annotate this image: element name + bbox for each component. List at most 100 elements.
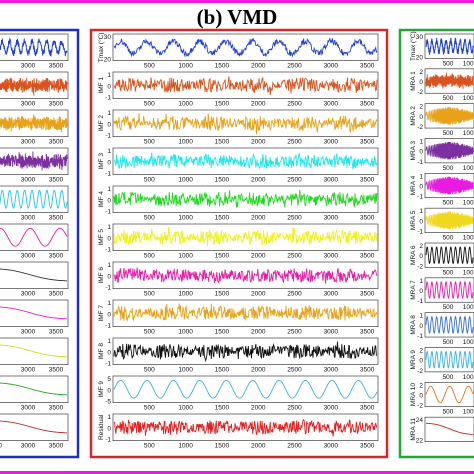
y-tick-label: -1 — [105, 437, 111, 444]
y-tick-label: 1 — [107, 262, 111, 269]
x-tick-label: 3000 — [21, 443, 36, 450]
panel-frame — [0, 28, 80, 459]
x-tick-label: 3500 — [49, 215, 64, 222]
plot-axes — [112, 375, 379, 403]
y-tick-label: 0 — [419, 184, 423, 191]
y-axis-label: Tmax (°C) — [97, 32, 105, 62]
x-tick-label: 1500 — [215, 329, 230, 336]
series-line — [425, 316, 474, 334]
y-tick-label: 0 — [419, 253, 423, 260]
series-line — [113, 76, 378, 96]
x-tick-label: 2500 — [287, 443, 302, 450]
series-row-3: 3000 3500 — [0, 147, 69, 184]
x-tick-label: 2000 — [251, 291, 266, 298]
y-tick-label: 1 — [419, 173, 423, 180]
x-tick-label: 1000 — [463, 304, 474, 311]
top-border — [0, 0, 474, 3]
x-tick-label: 1000 — [178, 139, 193, 146]
x-tick-label: 1000 — [178, 329, 193, 336]
y-tick-label: 0 — [419, 393, 423, 400]
y-tick-label: 1 — [419, 139, 423, 146]
x-tick-label: 1000 — [463, 200, 474, 207]
y-tick-label: 2 — [419, 104, 423, 111]
series-line — [425, 351, 474, 369]
y-tick-label: 1 — [419, 278, 423, 285]
series-line — [113, 267, 378, 284]
y-tick-label: 2 — [419, 382, 423, 389]
y-axis-label: Residual — [98, 414, 105, 440]
y-axis-label: IMF 3 — [98, 153, 105, 170]
series-line — [0, 77, 68, 96]
y-tick-label: 0 — [107, 273, 111, 280]
y-axis-label: IMF 9 — [98, 381, 105, 398]
series-mra-2: MRA 22 0 -2 500 1000 — [410, 103, 474, 137]
x-tick-label: 2500 — [287, 405, 302, 412]
series-line — [425, 107, 474, 125]
y-axis-label: MRA 5 — [410, 210, 417, 230]
y-tick-label: 0 — [107, 235, 111, 242]
y-tick-label: 1 — [107, 148, 111, 155]
y-tick-label: 22 — [416, 438, 424, 445]
y-axis-label: IMF 8 — [98, 343, 105, 360]
x-tick-label: 1500 — [215, 405, 230, 412]
x-tick-label: 1500 — [215, 63, 230, 70]
x-tick-label: 2500 — [287, 139, 302, 146]
y-axis-label: MRA 6 — [410, 245, 417, 265]
x-tick-label: 1000 — [178, 101, 193, 108]
x-tick-label: 1500 — [215, 253, 230, 260]
series-line — [113, 37, 378, 58]
x-tick-label: 3000 — [21, 367, 36, 374]
x-tick-label: 1000 — [463, 374, 474, 381]
y-tick-label: -1 — [105, 171, 111, 178]
series-row-5: 3000 3500 — [0, 223, 69, 260]
plot-axes — [112, 413, 379, 441]
x-tick-label: 1000 — [463, 95, 474, 102]
y-tick-label: -5 — [105, 399, 111, 406]
y-axis-label: MRA 7 — [410, 280, 417, 300]
series-mra-6: MRA 62 0 -2 500 1000 — [410, 242, 474, 276]
y-axis-label: IMF 4 — [98, 191, 105, 208]
x-tick-label: 1500 — [215, 291, 230, 298]
series-mra-8: MRA 81 0 -1 500 1000 — [410, 312, 474, 346]
plot-axes — [424, 382, 474, 408]
y-tick-label: 0 — [107, 121, 111, 128]
x-tick-label: 1000 — [463, 130, 474, 137]
x-tick-label: 1000 — [178, 443, 193, 450]
y-axis-label: IMF 1 — [98, 77, 105, 94]
x-tick-label: 3500 — [360, 443, 375, 450]
y-tick-label: -1 — [417, 194, 423, 201]
y-tick-label: 30 — [416, 34, 424, 41]
x-tick-label: 3000 — [324, 101, 339, 108]
y-tick-label: 30 — [104, 34, 112, 41]
x-tick-label: 3500 — [49, 101, 64, 108]
x-tick-label: 500 — [144, 291, 155, 298]
x-tick-label: 2500 — [287, 215, 302, 222]
panels: 2030003500300035003000350030003500300035… — [0, 28, 474, 459]
x-tick-label: 500 — [443, 269, 454, 276]
x-tick-label: 500 — [443, 339, 454, 346]
x-tick-label: 3000 — [324, 291, 339, 298]
y-axis-label: MRA 4 — [410, 175, 417, 195]
y-tick-label: 0 — [107, 83, 111, 90]
x-tick-label: 2000 — [251, 443, 266, 450]
x-tick-label: 2500 — [287, 101, 302, 108]
x-tick-label: 3000 — [324, 367, 339, 374]
y-tick-label: 0 — [419, 358, 423, 365]
x-tick-label: 3000 — [324, 253, 339, 260]
plot-axes — [424, 416, 474, 442]
x-tick-label: 1500 — [215, 367, 230, 374]
x-tick-label: 3500 — [49, 177, 64, 184]
panel-frame — [398, 28, 474, 459]
y-tick-label: 2 — [419, 69, 423, 76]
x-tick-label: 1000 — [178, 405, 193, 412]
x-tick-label: 1000 — [463, 235, 474, 242]
x-tick-label: 500 — [443, 374, 454, 381]
y-tick-label: 1 — [107, 224, 111, 231]
x-tick-label: 3000 — [324, 443, 339, 450]
figure-title: (b) VMD — [197, 5, 278, 29]
y-tick-label: -1 — [105, 133, 111, 140]
series-line — [113, 303, 378, 322]
y-tick-label: 0 — [107, 349, 111, 356]
x-tick-label: 500 — [443, 130, 454, 137]
series-line — [425, 385, 474, 404]
